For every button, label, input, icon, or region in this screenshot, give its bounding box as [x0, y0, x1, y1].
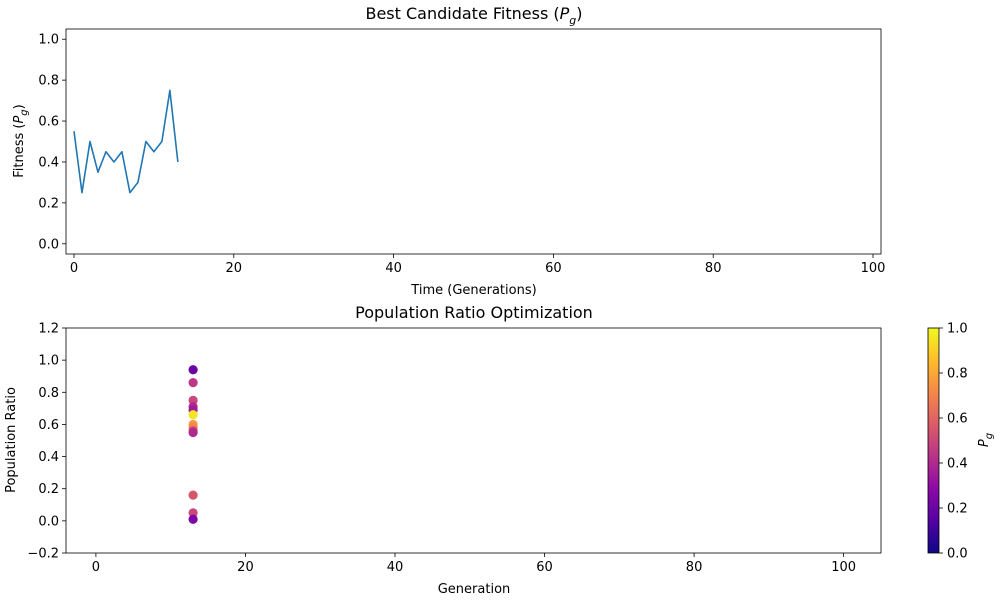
population-ratio-chart-ylabel: Population Ratio — [4, 387, 19, 493]
colorbar-tick-label: 0.8 — [947, 367, 968, 382]
population-point — [188, 410, 198, 420]
colorbar-tick-label: 0.6 — [947, 412, 968, 427]
fitness-axes-frame — [65, 28, 882, 255]
fitness-y-tick-label: 0.0 — [38, 237, 59, 252]
population-y-tick-label: 1.0 — [38, 354, 59, 369]
fitness-y-tick-label: 1.0 — [38, 33, 59, 48]
fitness-chart-xlabel: Time (Generations) — [410, 283, 536, 298]
colorbar-label: Pg — [977, 433, 995, 447]
population-point — [188, 427, 198, 438]
population-point — [188, 508, 198, 518]
population-x-tick-label: 40 — [387, 560, 404, 575]
population-x-tick-label: 100 — [831, 560, 856, 575]
population-ratio-chart: Population Ratio Optimization 0 20 40 60 80 1… — [4, 303, 882, 597]
population-y-tick-label: 0.0 — [38, 514, 59, 529]
population-x-tick-label: 20 — [237, 560, 254, 575]
population-x-tick-label: 60 — [536, 560, 553, 575]
population-y-tick-label: 0.4 — [38, 450, 59, 465]
fitness-x-tick-label: 20 — [226, 261, 243, 276]
population-ratio-chart-xlabel: Generation — [438, 582, 511, 597]
fitness-x-tick-label: 40 — [385, 261, 402, 276]
fitness-y-tick-label: 0.6 — [38, 115, 59, 130]
population-x-tick-label: 0 — [92, 560, 100, 575]
fitness-x-tick-label: 60 — [545, 261, 562, 276]
colorbar: 0.0 0.2 0.4 0.6 0.8 1.0 Pg — [927, 322, 995, 562]
fitness-line — [73, 89, 179, 194]
population-ratio-chart-title: Population Ratio Optimization — [355, 303, 593, 322]
colorbar-tick-label: 0.0 — [947, 547, 968, 562]
colorbar-tick-label: 1.0 — [947, 322, 968, 337]
colorbar-gradient — [927, 327, 940, 554]
colorbar-tick-label: 0.4 — [947, 457, 968, 472]
fitness-y-tick-label: 0.2 — [38, 196, 59, 211]
population-point — [188, 490, 198, 500]
fitness-y-tick-label: 0.4 — [38, 155, 59, 170]
population-point — [188, 378, 198, 388]
fitness-x-tick-label: 80 — [705, 261, 722, 276]
population-y-tick-label: 0.2 — [38, 482, 59, 497]
fitness-chart-ylabel: Fitness (Pg) — [12, 104, 30, 178]
fitness-chart-title: Best Candidate Fitness (Pg) — [365, 4, 582, 27]
fitness-x-tick-label: 100 — [861, 261, 886, 276]
colorbar-tick-label: 0.2 — [947, 502, 968, 517]
population-y-tick-label: 0.6 — [38, 418, 59, 433]
population-y-tick-label: −0.2 — [27, 547, 59, 562]
population-x-tick-label: 80 — [686, 560, 703, 575]
fitness-chart: Best Candidate Fitness (Pg) 0 20 40 60 80 100… — [12, 4, 885, 298]
population-y-tick-label: 1.2 — [38, 322, 59, 337]
fitness-y-tick-label: 0.8 — [38, 74, 59, 89]
population-point — [188, 514, 198, 524]
population-point — [188, 365, 198, 375]
fitness-x-tick-label: 0 — [70, 261, 78, 276]
population-point — [188, 395, 198, 405]
population-axes-frame — [65, 327, 882, 554]
population-y-tick-label: 0.8 — [38, 386, 59, 401]
